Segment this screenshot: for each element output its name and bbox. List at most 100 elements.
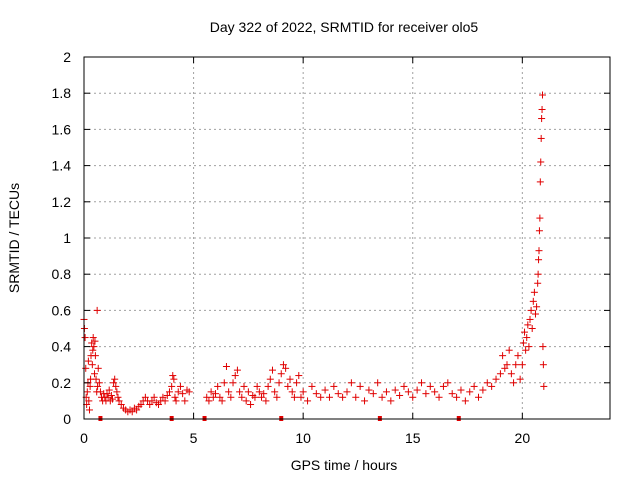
y-tick-label: 0.2 <box>52 375 72 391</box>
data-point <box>510 379 518 387</box>
data-point <box>304 397 312 405</box>
data-point <box>293 379 301 387</box>
data-point <box>435 393 443 401</box>
data-point <box>117 401 125 409</box>
data-point <box>84 357 92 365</box>
data-point <box>133 406 141 414</box>
data-point <box>94 364 102 372</box>
data-point <box>170 375 178 383</box>
data-point <box>209 393 217 401</box>
data-point <box>253 382 261 390</box>
data-point <box>453 393 461 401</box>
x-tick-label: 10 <box>295 430 311 446</box>
data-point <box>535 256 543 264</box>
data-point <box>343 388 351 396</box>
data-point <box>240 382 248 390</box>
data-point <box>369 390 377 398</box>
data-point <box>537 134 545 142</box>
data-point <box>534 270 542 278</box>
data-point <box>185 388 193 396</box>
x-tick-label: 15 <box>405 430 421 446</box>
data-point <box>105 386 113 394</box>
data-point <box>492 375 500 383</box>
data-point <box>83 388 91 396</box>
data-point <box>483 379 491 387</box>
data-point <box>103 390 111 398</box>
data-point <box>339 393 347 401</box>
y-tick-label: 0.8 <box>52 266 72 282</box>
x-tick-label: 5 <box>190 430 198 446</box>
data-point <box>488 382 496 390</box>
data-point <box>112 382 120 390</box>
data-point <box>255 388 263 396</box>
data-point <box>260 390 268 398</box>
data-point <box>347 379 355 387</box>
data-point <box>521 328 529 336</box>
data-point <box>242 397 250 405</box>
data-point <box>536 214 544 222</box>
data-point <box>439 382 447 390</box>
data-point <box>104 393 112 401</box>
x-tick-label: 0 <box>80 430 88 446</box>
data-point <box>308 382 316 390</box>
data-point <box>422 390 430 398</box>
data-point <box>286 375 294 383</box>
data-point <box>519 339 527 347</box>
data-point <box>505 346 513 354</box>
data-point <box>535 247 543 255</box>
data-point <box>128 408 136 416</box>
data-point <box>110 379 118 387</box>
data-point <box>312 390 320 398</box>
data-point <box>282 364 290 372</box>
data-point <box>90 343 98 351</box>
data-point <box>214 382 222 390</box>
data-point <box>225 388 233 396</box>
data-point <box>275 379 283 387</box>
data-point <box>426 382 434 390</box>
data-point <box>96 388 104 396</box>
y-tick-label: 0 <box>63 411 71 427</box>
data-point <box>461 397 469 405</box>
data-point <box>111 375 119 383</box>
data-point <box>85 406 93 414</box>
data-point <box>163 391 171 399</box>
data-point <box>317 393 325 401</box>
data-point <box>535 227 543 235</box>
data-point <box>382 388 390 396</box>
grid-lines <box>84 57 610 419</box>
data-point <box>92 375 100 383</box>
data-point <box>418 379 426 387</box>
data-point <box>374 379 382 387</box>
data-point <box>526 315 534 323</box>
data-point <box>523 334 531 342</box>
data-point <box>538 115 546 123</box>
data-point <box>356 382 364 390</box>
data-point <box>431 388 439 396</box>
data-point <box>91 370 99 378</box>
data-point <box>396 391 404 399</box>
y-tick-label: 0.4 <box>52 339 72 355</box>
chart-title: Day 322 of 2022, SRMTID for receiver olo… <box>210 19 479 35</box>
y-tick-label: 1.4 <box>52 158 72 174</box>
data-point <box>512 361 520 369</box>
data-point <box>321 386 329 394</box>
x-axis-label: GPS time / hours <box>291 457 398 473</box>
data-point <box>218 397 226 405</box>
data-point <box>288 388 296 396</box>
data-point <box>236 388 244 396</box>
data-point <box>538 105 546 113</box>
y-tick-label: 2 <box>63 49 71 65</box>
data-point <box>533 303 541 311</box>
data-point <box>273 393 281 401</box>
data-point <box>176 382 184 390</box>
data-point <box>262 397 270 405</box>
data-point <box>330 382 338 390</box>
data-point <box>222 363 230 371</box>
data-point <box>325 393 333 401</box>
data-point <box>91 337 99 345</box>
data-point <box>207 388 215 396</box>
data-point <box>297 393 305 401</box>
y-tick-label: 1 <box>63 230 71 246</box>
data-point <box>540 382 548 390</box>
